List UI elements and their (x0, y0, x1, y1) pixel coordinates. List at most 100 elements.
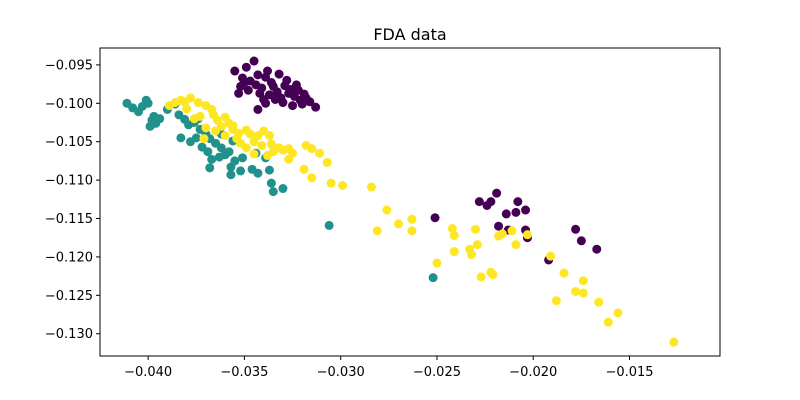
scatter-point (488, 270, 498, 280)
scatter-point (571, 224, 581, 234)
chart-title: FDA data (373, 25, 446, 44)
scatter-point (559, 268, 569, 278)
scatter-point (578, 288, 588, 298)
scatter-point (372, 226, 382, 236)
scatter-point (576, 236, 586, 246)
scatter-point (474, 197, 484, 207)
x-tick-label: −0.030 (317, 365, 365, 380)
scatter-point (307, 144, 317, 154)
scatter-point (407, 214, 417, 224)
scatter-point (291, 80, 301, 90)
scatter-point (249, 149, 259, 159)
scatter-point (270, 94, 280, 104)
scatter-point (216, 121, 226, 131)
points-layer (122, 56, 679, 347)
scatter-point (249, 137, 259, 147)
scatter-point (193, 98, 203, 108)
y-tick-label: −0.110 (45, 174, 93, 189)
scatter-point (522, 230, 532, 240)
scatter-point (199, 134, 209, 144)
scatter-point (259, 94, 269, 104)
scatter-point (297, 99, 307, 109)
scatter-point (511, 207, 521, 217)
scatter-point (205, 163, 215, 173)
scatter-point (571, 286, 581, 296)
scatter-point (486, 197, 496, 207)
scatter-point (393, 219, 403, 229)
scatter-point (278, 184, 288, 194)
scatter-point (243, 85, 253, 95)
scatter-point (230, 66, 240, 76)
scatter-point (449, 247, 459, 257)
scatter-point (145, 121, 155, 131)
scatter-point (467, 250, 477, 260)
x-tick-label: −0.040 (124, 365, 172, 380)
y-tick-label: −0.095 (45, 58, 93, 73)
scatter-point (305, 97, 315, 107)
scatter-point (494, 221, 504, 231)
scatter-point (307, 173, 317, 183)
scatter-point (143, 98, 153, 108)
scatter-point (264, 131, 274, 141)
y-tick-label: −0.100 (45, 97, 93, 112)
scatter-point (186, 137, 195, 147)
y-tick-label: −0.120 (45, 250, 93, 265)
scatter-point (155, 114, 165, 124)
scatter-point (249, 56, 259, 66)
scatter-point (472, 240, 482, 250)
scatter-point (430, 213, 440, 223)
scatter-point (195, 111, 205, 121)
scatter-point (228, 121, 238, 131)
scatter-point (241, 143, 251, 153)
scatter-point (669, 337, 679, 347)
scatter-point (253, 70, 263, 80)
scatter-point (324, 220, 334, 230)
scatter-point (551, 296, 561, 306)
scatter-point (326, 178, 336, 188)
scatter-point (216, 143, 226, 153)
scatter-point (274, 69, 284, 79)
x-tick-label: −0.020 (509, 365, 557, 380)
scatter-point (253, 104, 263, 114)
scatter-point (245, 129, 255, 139)
scatter-point (288, 101, 298, 111)
scatter-point (476, 272, 486, 282)
scatter-point (603, 317, 613, 327)
scatter-point (315, 148, 324, 158)
y-tick-label: −0.105 (45, 135, 93, 150)
scatter-point (501, 209, 511, 219)
scatter-point (237, 153, 247, 163)
scatter-point (261, 72, 271, 82)
scatter-point (264, 165, 274, 175)
scatter-point (268, 187, 278, 197)
scatter-point (220, 131, 230, 141)
x-tick-label: −0.035 (220, 365, 268, 380)
scatter-point (432, 258, 442, 268)
scatter-point (546, 251, 556, 261)
y-tick-label: −0.130 (45, 327, 93, 342)
scatter-point (511, 240, 521, 250)
scatter-point (578, 276, 588, 286)
x-axis: −0.040 −0.035 −0.030 −0.025 −0.020 −0.015 (124, 356, 654, 380)
scatter-point (226, 170, 236, 180)
scatter-point (201, 123, 211, 133)
scatter-point (592, 244, 602, 254)
scatter-point (203, 147, 213, 157)
scatter-point (186, 93, 195, 103)
scatter-point (513, 197, 523, 207)
scatter-point (257, 141, 267, 151)
scatter-point (407, 226, 417, 236)
x-tick-label: −0.015 (605, 365, 653, 380)
scatter-point (492, 188, 502, 198)
x-tick-label: −0.025 (413, 365, 461, 380)
scatter-point (241, 62, 251, 72)
scatter-point (278, 98, 288, 108)
scatter-point (239, 78, 249, 88)
scatter-point (449, 230, 459, 240)
scatter-point (338, 180, 348, 190)
scatter-point (263, 151, 273, 161)
scatter-point (497, 229, 507, 239)
scatter-point (266, 139, 276, 149)
scatter-point (253, 168, 263, 178)
scatter-point (224, 147, 234, 157)
